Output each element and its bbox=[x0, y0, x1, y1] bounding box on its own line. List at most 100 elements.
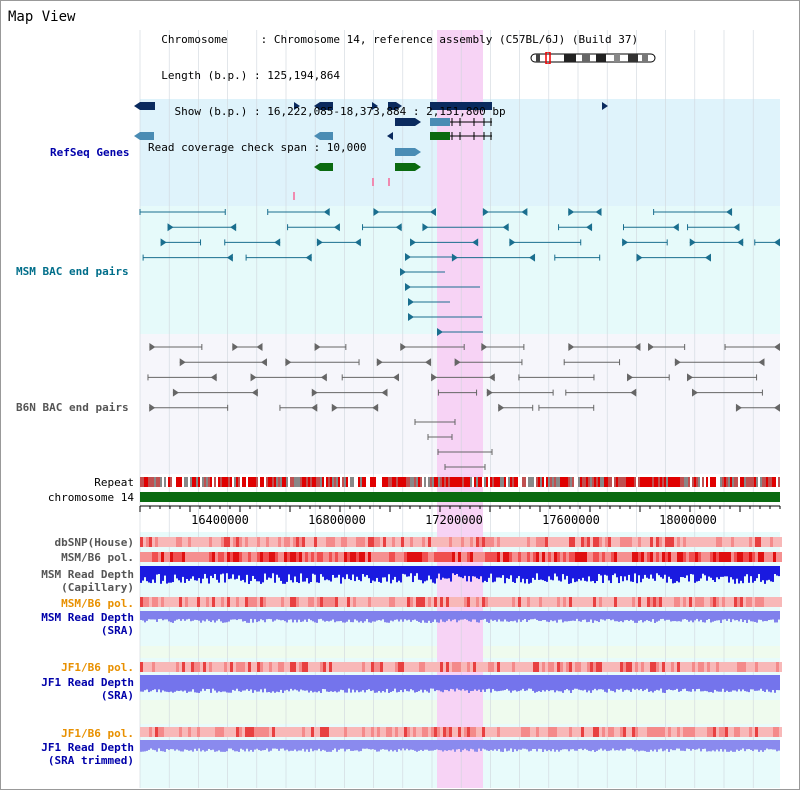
jf1-b6-polymorphism-2 bbox=[761, 727, 764, 737]
track-label-msm-b6-pol-2[interactable]: MSM/B6 pol. bbox=[61, 597, 134, 610]
repeat-element bbox=[554, 477, 556, 487]
dbsnp-density bbox=[566, 537, 569, 547]
repeat-element bbox=[172, 477, 174, 487]
jf1-b6-polymorphism-2 bbox=[317, 727, 320, 737]
msm-read-depth-sra bbox=[710, 611, 712, 623]
msm-read-depth-sra bbox=[428, 611, 430, 621]
jf1-read-depth-trimmed bbox=[572, 740, 574, 750]
jf1-read-depth-trimmed bbox=[580, 740, 582, 749]
track-label-refseq[interactable]: RefSeq Genes bbox=[50, 146, 130, 159]
msm-b6-polymorphism bbox=[398, 552, 401, 562]
msm-read-depth-sra bbox=[580, 611, 582, 622]
repeat-element bbox=[500, 477, 502, 487]
jf1-read-depth-sra bbox=[472, 675, 474, 691]
track-label-jf1-b6-pol-2[interactable]: JF1/B6 pol. bbox=[61, 727, 134, 740]
jf1-b6-polymorphism-2 bbox=[392, 727, 395, 737]
jf1-b6-polymorphism-2 bbox=[242, 727, 245, 737]
jf1-read-depth-sra bbox=[700, 675, 702, 692]
track-label-jf1-depth-sra[interactable]: JF1 Read Depth bbox=[41, 676, 134, 689]
msm-read-depth-sra bbox=[568, 611, 570, 622]
msm-b6-polymorphism-2 bbox=[248, 597, 251, 607]
msm-read-depth-sra bbox=[754, 611, 756, 623]
msm-b6-polymorphism bbox=[380, 552, 383, 562]
refseq-gene bbox=[430, 102, 492, 110]
track-label-chromosome[interactable]: chromosome 14 bbox=[47, 491, 134, 504]
b6n-bac-pair-end bbox=[674, 358, 681, 367]
repeat-element bbox=[728, 477, 730, 487]
dbsnp-density bbox=[659, 537, 662, 547]
track-label-dbsnp[interactable]: dbSNP(House) bbox=[54, 536, 134, 549]
track-label-msm-depth-sra[interactable]: MSM Read Depth bbox=[41, 611, 134, 624]
jf1-read-depth-trimmed bbox=[464, 740, 466, 749]
jf1-read-depth-sra bbox=[490, 675, 492, 693]
repeat-element bbox=[240, 477, 242, 487]
msm-b6-polymorphism-2 bbox=[458, 597, 461, 607]
msm-b6-polymorphism bbox=[773, 552, 776, 562]
msm-b6-polymorphism-2 bbox=[314, 597, 317, 607]
msm-read-depth-sra bbox=[316, 611, 318, 623]
repeat-element bbox=[374, 477, 376, 487]
msm-b6-polymorphism bbox=[329, 552, 332, 562]
msm-read-depth-capillary bbox=[720, 566, 722, 577]
jf1-read-depth-sra bbox=[414, 675, 416, 693]
jf1-read-depth-sra bbox=[514, 675, 516, 691]
msm-read-depth-sra bbox=[202, 611, 204, 621]
msm-read-depth-sra bbox=[450, 611, 452, 622]
msm-bac-pair-end bbox=[472, 238, 479, 247]
jf1-b6-polymorphism-2 bbox=[146, 727, 149, 737]
repeat-element bbox=[694, 477, 696, 487]
msm-bac-pair-end bbox=[451, 253, 458, 262]
msm-read-depth-sra bbox=[532, 611, 534, 620]
track-label-jf1-b6-pol[interactable]: JF1/B6 pol. bbox=[61, 661, 134, 674]
msm-read-depth-capillary bbox=[580, 566, 582, 581]
msm-read-depth-capillary bbox=[194, 566, 196, 581]
msm-read-depth-sra bbox=[288, 611, 290, 620]
jf1-b6-polymorphism bbox=[713, 662, 716, 672]
jf1-b6-polymorphism-2 bbox=[539, 727, 542, 737]
msm-read-depth-capillary bbox=[392, 566, 394, 580]
track-label-msm-bac[interactable]: MSM BAC end pairs bbox=[16, 265, 129, 278]
jf1-b6-polymorphism bbox=[698, 662, 701, 672]
msm-b6-polymorphism-2 bbox=[419, 597, 422, 607]
b6n-bac-pair-end bbox=[774, 403, 780, 412]
jf1-read-depth-trimmed bbox=[556, 740, 558, 750]
msm-read-depth-capillary bbox=[294, 566, 296, 577]
msm-b6-polymorphism-2 bbox=[557, 597, 560, 607]
msm-read-depth-capillary bbox=[574, 566, 576, 583]
chromosome-ideogram[interactable] bbox=[530, 52, 656, 64]
jf1-read-depth-sra bbox=[224, 675, 226, 692]
jf1-b6-polymorphism bbox=[269, 662, 272, 672]
msm-b6-polymorphism-2 bbox=[317, 597, 320, 607]
jf1-read-depth-trimmed bbox=[454, 740, 456, 752]
jf1-b6-polymorphism bbox=[401, 662, 404, 672]
track-label-repeat[interactable]: Repeat bbox=[94, 476, 134, 489]
track-label-b6n-bac[interactable]: B6N BAC end pairs bbox=[16, 401, 129, 414]
repeat-element bbox=[388, 477, 390, 487]
msm-b6-polymorphism bbox=[146, 552, 149, 562]
msm-b6-polymorphism-2 bbox=[740, 597, 743, 607]
jf1-read-depth-trimmed bbox=[716, 740, 718, 750]
jf1-read-depth-trimmed bbox=[240, 740, 242, 749]
repeat-element bbox=[278, 477, 280, 487]
repeat-element bbox=[392, 477, 394, 487]
jf1-b6-polymorphism bbox=[500, 662, 503, 672]
dbsnp-density bbox=[314, 537, 317, 547]
msm-read-depth-sra bbox=[564, 611, 566, 622]
jf1-read-depth-trimmed bbox=[770, 740, 772, 750]
track-label-msm-b6-pol[interactable]: MSM/B6 pol. bbox=[61, 551, 134, 564]
b6n-bac-pair-end bbox=[425, 358, 432, 367]
msm-b6-polymorphism-2 bbox=[608, 597, 611, 607]
track-label-jf1-depth-trimmed[interactable]: JF1 Read Depth bbox=[41, 741, 134, 754]
jf1-read-depth-trimmed bbox=[308, 740, 310, 752]
jf1-read-depth-sra bbox=[688, 675, 690, 692]
jf1-b6-polymorphism-2 bbox=[572, 727, 575, 737]
track-label-msm-depth-capillary[interactable]: MSM Read Depth bbox=[41, 568, 134, 581]
msm-read-depth-sra bbox=[322, 611, 324, 621]
jf1-b6-polymorphism bbox=[521, 662, 524, 672]
jf1-read-depth-sra bbox=[362, 675, 364, 691]
msm-read-depth-sra bbox=[552, 611, 554, 622]
dbsnp-density bbox=[518, 537, 521, 547]
msm-read-depth-capillary bbox=[276, 566, 278, 575]
repeat-element bbox=[634, 477, 636, 487]
